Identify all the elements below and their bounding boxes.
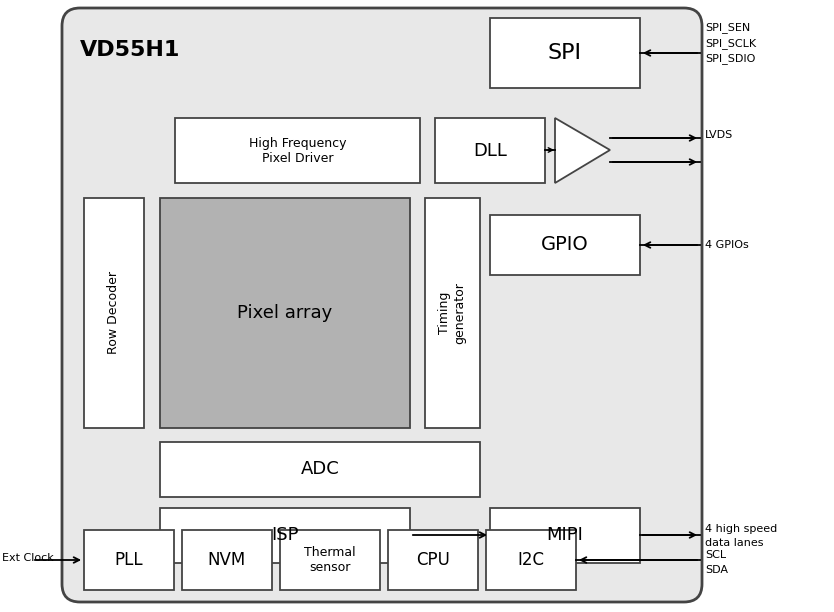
Bar — [490, 18, 640, 88]
Text: LVDS: LVDS — [705, 130, 733, 140]
Text: VD55H1: VD55H1 — [80, 40, 180, 60]
Bar — [486, 530, 576, 590]
Text: Timing
generator: Timing generator — [439, 282, 466, 344]
Bar — [280, 530, 380, 590]
Text: I2C: I2C — [518, 551, 545, 569]
Text: 4 high speed
data lanes: 4 high speed data lanes — [705, 524, 777, 548]
Text: NVM: NVM — [208, 551, 246, 569]
Bar — [490, 215, 640, 275]
Text: ISP: ISP — [271, 526, 299, 545]
Text: CPU: CPU — [416, 551, 450, 569]
Polygon shape — [555, 118, 610, 183]
Bar — [84, 530, 174, 590]
Text: SPI_SEN
SPI_SCLK
SPI_SDIO: SPI_SEN SPI_SCLK SPI_SDIO — [705, 22, 756, 64]
Text: 4 GPIOs: 4 GPIOs — [705, 240, 749, 250]
Bar — [175, 118, 420, 183]
Bar — [160, 198, 410, 428]
Text: Row Decoder: Row Decoder — [108, 272, 120, 354]
Text: SCL
SDA: SCL SDA — [705, 550, 728, 575]
Text: MIPI: MIPI — [546, 526, 584, 545]
Text: DLL: DLL — [473, 141, 507, 160]
Text: Ext Clock: Ext Clock — [2, 553, 53, 563]
Bar — [425, 198, 480, 428]
Text: GPIO: GPIO — [541, 236, 589, 255]
Text: Thermal
sensor: Thermal sensor — [304, 546, 356, 574]
Text: SPI: SPI — [548, 43, 582, 63]
Text: PLL: PLL — [115, 551, 143, 569]
Text: High Frequency
Pixel Driver: High Frequency Pixel Driver — [249, 136, 346, 165]
Bar — [160, 442, 480, 497]
Bar — [160, 508, 410, 563]
Text: Pixel array: Pixel array — [238, 304, 333, 322]
Bar — [490, 508, 640, 563]
Bar — [182, 530, 272, 590]
Text: ADC: ADC — [300, 460, 339, 479]
Bar — [388, 530, 478, 590]
Bar — [435, 118, 545, 183]
Bar — [84, 198, 144, 428]
FancyBboxPatch shape — [62, 8, 702, 602]
